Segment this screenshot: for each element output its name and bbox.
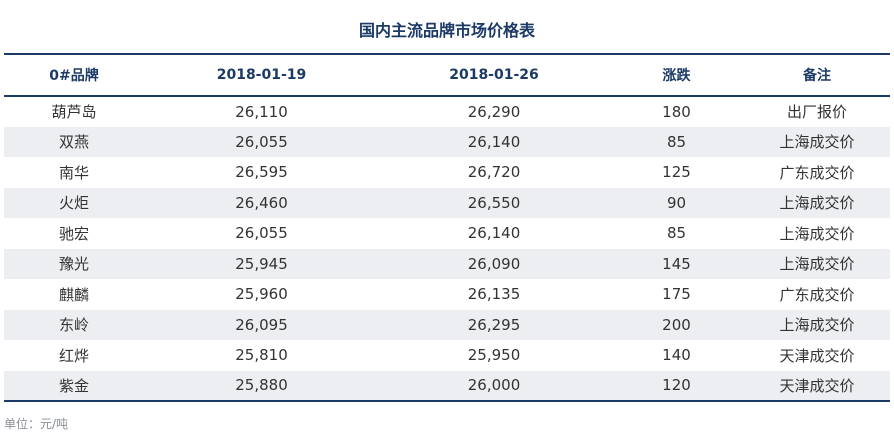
cell-price-1: 25,810 [235, 346, 288, 365]
cell-change: 200 [662, 315, 691, 334]
cell-brand: 紫金 [58, 376, 89, 395]
table-row: 双燕 26,055 26,140 85 上海成交价 [4, 126, 890, 157]
cell-remark: 广东成交价 [779, 285, 855, 304]
cell-price-1: 26,055 [235, 224, 288, 243]
cell-price-2: 26,720 [467, 163, 521, 182]
cell-price-2: 25,950 [467, 346, 521, 365]
cell-change: 175 [662, 285, 691, 304]
cell-remark: 上海成交价 [779, 224, 855, 243]
table-row: 东岭 26,095 26,295 200 上海成交价 [4, 309, 890, 340]
cell-change: 85 [666, 132, 687, 151]
cell-price-1: 26,055 [235, 132, 288, 151]
table-row: 红烨 25,810 25,950 140 天津成交价 [4, 340, 890, 371]
header-date-2: 2018-01-26 [449, 67, 539, 83]
cell-price-2: 26,295 [467, 315, 521, 334]
table-header-row: 0#品牌 2018-01-19 2018-01-26 涨跌 备注 [4, 54, 890, 96]
cell-change: 120 [662, 376, 691, 395]
cell-remark: 上海成交价 [779, 316, 855, 335]
cell-brand: 麒麟 [58, 285, 89, 304]
cell-remark: 广东成交价 [779, 163, 855, 182]
cell-price-2: 26,140 [467, 132, 521, 151]
cell-remark: 天津成交价 [779, 346, 855, 365]
price-table-container: 0#品牌 2018-01-19 2018-01-26 涨跌 备注 葫芦岛 26,… [4, 53, 890, 402]
cell-brand: 豫光 [58, 255, 89, 274]
cell-price-1: 26,595 [235, 163, 288, 182]
cell-price-1: 25,960 [235, 285, 288, 304]
cell-brand: 火炬 [58, 194, 89, 213]
cell-change: 125 [662, 163, 691, 182]
cell-remark: 上海成交价 [779, 133, 855, 152]
table-row: 驰宏 26,055 26,140 85 上海成交价 [4, 218, 890, 249]
cell-price-1: 25,880 [235, 376, 288, 395]
header-brand: 0#品牌 [49, 68, 99, 84]
price-table: 0#品牌 2018-01-19 2018-01-26 涨跌 备注 葫芦岛 26,… [4, 53, 890, 402]
cell-price-2: 26,000 [467, 376, 521, 395]
table-row: 麒麟 25,960 26,135 175 广东成交价 [4, 279, 890, 310]
cell-brand: 葫芦岛 [51, 103, 97, 122]
header-remark: 备注 [803, 68, 831, 84]
cell-change: 145 [662, 254, 691, 273]
table-row: 紫金 25,880 26,000 120 天津成交价 [4, 370, 890, 401]
cell-change: 180 [662, 102, 691, 121]
cell-change: 90 [666, 193, 687, 212]
cell-price-2: 26,290 [467, 102, 521, 121]
cell-price-1: 26,460 [235, 193, 288, 212]
cell-brand: 南华 [58, 163, 89, 182]
cell-change: 140 [662, 346, 691, 365]
table-row: 火炬 26,460 26,550 90 上海成交价 [4, 187, 890, 218]
table-row: 南华 26,595 26,720 125 广东成交价 [4, 157, 890, 188]
cell-price-1: 26,110 [235, 102, 288, 121]
cell-brand: 驰宏 [58, 224, 89, 243]
cell-brand: 红烨 [58, 346, 89, 365]
cell-change: 85 [666, 224, 687, 243]
cell-price-2: 26,550 [467, 193, 521, 212]
table-title: 国内主流品牌市场价格表 [358, 21, 535, 40]
cell-remark: 上海成交价 [779, 194, 855, 213]
header-date-1: 2018-01-19 [216, 67, 307, 83]
unit-footnote: 单位：元/吨 [4, 417, 69, 431]
cell-price-1: 26,095 [235, 315, 288, 334]
cell-remark: 上海成交价 [779, 255, 855, 274]
table-row: 豫光 25,945 26,090 145 上海成交价 [4, 248, 890, 279]
cell-price-2: 26,090 [467, 254, 521, 273]
cell-price-2: 26,135 [467, 285, 521, 304]
cell-brand: 东岭 [58, 316, 89, 335]
header-change: 涨跌 [662, 68, 691, 84]
cell-brand: 双燕 [58, 133, 89, 152]
table-row: 葫芦岛 26,110 26,290 180 出厂报价 [4, 96, 890, 127]
cell-price-1: 25,945 [235, 254, 288, 273]
cell-remark: 出厂报价 [786, 103, 847, 122]
cell-remark: 天津成交价 [779, 376, 855, 395]
cell-price-2: 26,140 [467, 224, 521, 243]
